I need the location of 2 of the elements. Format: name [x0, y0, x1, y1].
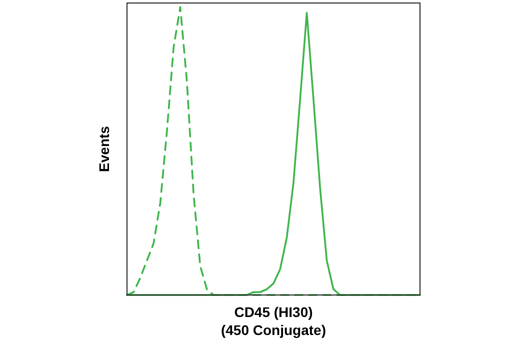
- y-axis-title: Events: [96, 126, 112, 172]
- x-axis-title: CD45 (HI30) (450 Conjugate): [220, 304, 326, 338]
